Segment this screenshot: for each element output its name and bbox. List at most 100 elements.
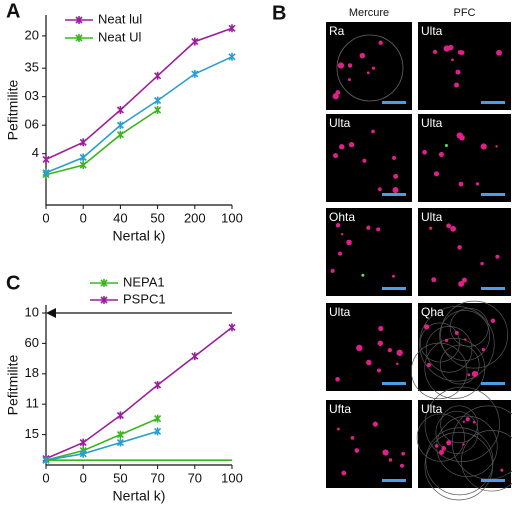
- particle: [462, 420, 465, 423]
- cell-label: Ulta: [329, 305, 351, 319]
- particle: [450, 225, 457, 232]
- y-tick-label: 06: [25, 117, 39, 132]
- particle: [378, 187, 382, 192]
- particle: [500, 468, 504, 472]
- x-tick-label: 100: [221, 210, 243, 225]
- particle: [350, 436, 355, 440]
- y-tick-label: 11: [26, 396, 40, 411]
- cell-outline: [419, 306, 495, 382]
- marker: [154, 96, 162, 105]
- particle: [347, 78, 351, 82]
- particle: [451, 58, 454, 62]
- particle: [475, 182, 480, 186]
- scale-bar: [382, 382, 406, 385]
- marker: [116, 130, 124, 139]
- panel-label: C: [6, 272, 20, 294]
- particle: [455, 69, 461, 75]
- particle: [378, 326, 384, 332]
- particle: [346, 239, 352, 246]
- particle: [377, 340, 383, 346]
- particle: [429, 226, 433, 230]
- particle: [366, 226, 371, 230]
- legend-label: Neat Ul: [98, 29, 141, 44]
- cell-outline: [424, 431, 493, 501]
- column-header: Mercure: [349, 7, 389, 19]
- y-tick-label: 15: [25, 426, 39, 441]
- marker: [191, 352, 199, 361]
- marker: [154, 414, 162, 423]
- particle: [472, 420, 476, 424]
- marker: [100, 296, 108, 304]
- particle: [458, 280, 465, 287]
- particle: [438, 449, 444, 455]
- marker: [79, 138, 87, 147]
- x-tick-label: 50: [113, 470, 127, 485]
- particle: [382, 449, 389, 456]
- scale-bar: [481, 101, 505, 104]
- particle: [359, 52, 366, 59]
- particle: [396, 349, 403, 356]
- particle: [401, 451, 406, 456]
- micrograph: [326, 400, 412, 488]
- particle: [362, 158, 367, 163]
- particle: [378, 40, 383, 45]
- particle: [454, 330, 459, 335]
- particle: [387, 348, 392, 353]
- particle: [471, 370, 478, 378]
- series-line: [45, 109, 159, 176]
- marker: [154, 71, 162, 80]
- particle: [339, 144, 345, 150]
- particle: [459, 134, 465, 141]
- particle: [335, 223, 341, 228]
- arrow-head: [46, 308, 56, 318]
- particle: [458, 181, 464, 187]
- cell-label: Ulta: [421, 402, 443, 416]
- scale-bar: [382, 287, 406, 290]
- marker: [154, 106, 162, 114]
- series-line: [45, 27, 233, 161]
- particle: [480, 261, 484, 266]
- marker: [154, 427, 162, 436]
- marker: [116, 121, 124, 130]
- marker: [191, 69, 199, 78]
- particle: [338, 251, 343, 256]
- marker: [116, 411, 124, 420]
- cell-outline: [336, 34, 404, 102]
- particle: [495, 145, 498, 148]
- marker: [116, 106, 124, 114]
- marker: [191, 37, 199, 46]
- scale-bar: [481, 479, 505, 482]
- cell-label: Ohta: [329, 210, 355, 224]
- micrograph: [326, 303, 412, 391]
- cell-outline: [424, 386, 500, 462]
- particle: [481, 347, 485, 352]
- y-tick-label: 4: [32, 145, 39, 160]
- particle: [395, 362, 399, 366]
- micrograph: [418, 22, 511, 110]
- particle: [432, 49, 438, 54]
- particle: [496, 49, 502, 56]
- particle: [391, 274, 395, 278]
- y-tick-label: 60: [25, 335, 39, 350]
- cell-label: Ulta: [421, 116, 443, 130]
- y-tick-label: 20: [25, 27, 39, 42]
- particle: [441, 446, 446, 451]
- x-tick-label: 0: [42, 210, 49, 225]
- scale-bar: [481, 287, 505, 290]
- micrograph: [418, 114, 511, 202]
- cell-outline: [440, 405, 479, 444]
- series-line: [45, 326, 233, 460]
- cell-outline: [440, 300, 509, 369]
- x-tick-label: 40: [113, 210, 127, 225]
- particle: [332, 152, 339, 159]
- cell-label: Ra: [329, 24, 345, 38]
- y-tick-label: 35: [25, 60, 39, 75]
- panel-label: A: [6, 0, 20, 22]
- series-line: [45, 430, 158, 461]
- cell-outline: [416, 413, 465, 462]
- column-header: PFC: [454, 7, 476, 19]
- particle: [336, 427, 340, 431]
- particle: [465, 417, 470, 422]
- particle: [444, 338, 449, 343]
